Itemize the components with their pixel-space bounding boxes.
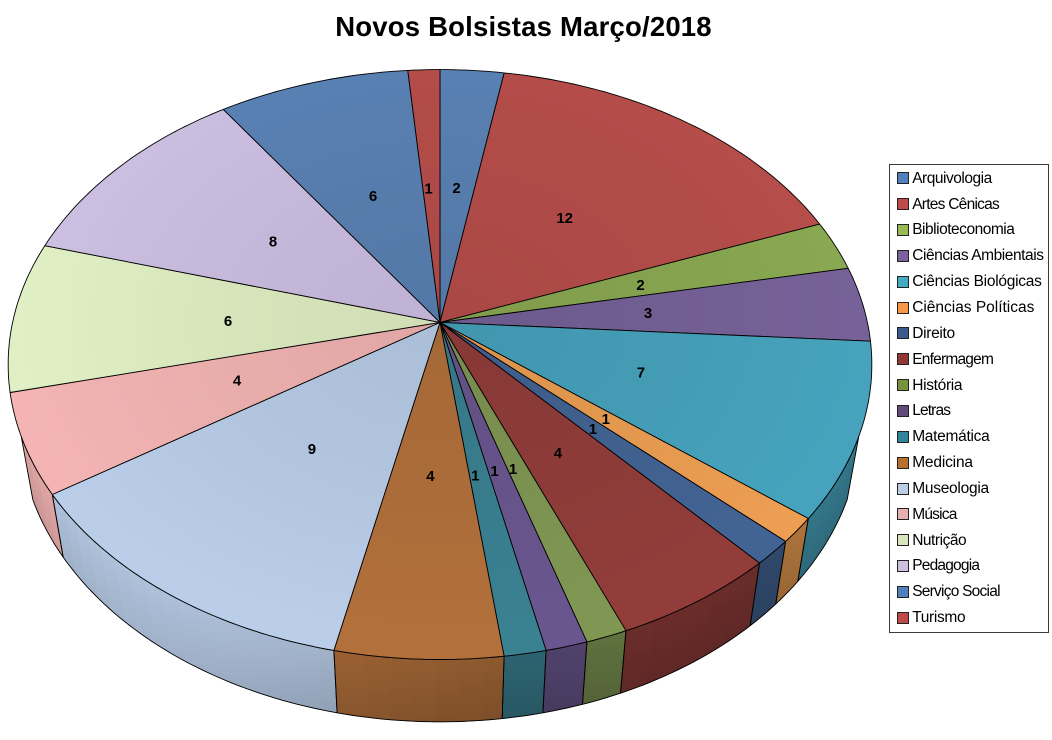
svg-text:4: 4 <box>554 445 563 462</box>
svg-text:6: 6 <box>224 313 232 330</box>
svg-text:9: 9 <box>308 441 316 458</box>
svg-text:4: 4 <box>233 373 242 390</box>
svg-text:1: 1 <box>602 411 610 428</box>
svg-text:12: 12 <box>556 210 573 227</box>
svg-text:8: 8 <box>269 234 277 251</box>
svg-text:2: 2 <box>452 180 460 197</box>
svg-text:1: 1 <box>424 181 432 198</box>
svg-text:3: 3 <box>644 305 652 322</box>
svg-text:1: 1 <box>589 421 597 438</box>
svg-text:1: 1 <box>471 468 479 485</box>
svg-text:2: 2 <box>636 277 644 294</box>
svg-text:4: 4 <box>426 468 435 485</box>
svg-text:7: 7 <box>637 364 645 381</box>
svg-text:1: 1 <box>490 463 498 480</box>
svg-text:6: 6 <box>369 188 377 205</box>
svg-text:1: 1 <box>509 461 517 478</box>
